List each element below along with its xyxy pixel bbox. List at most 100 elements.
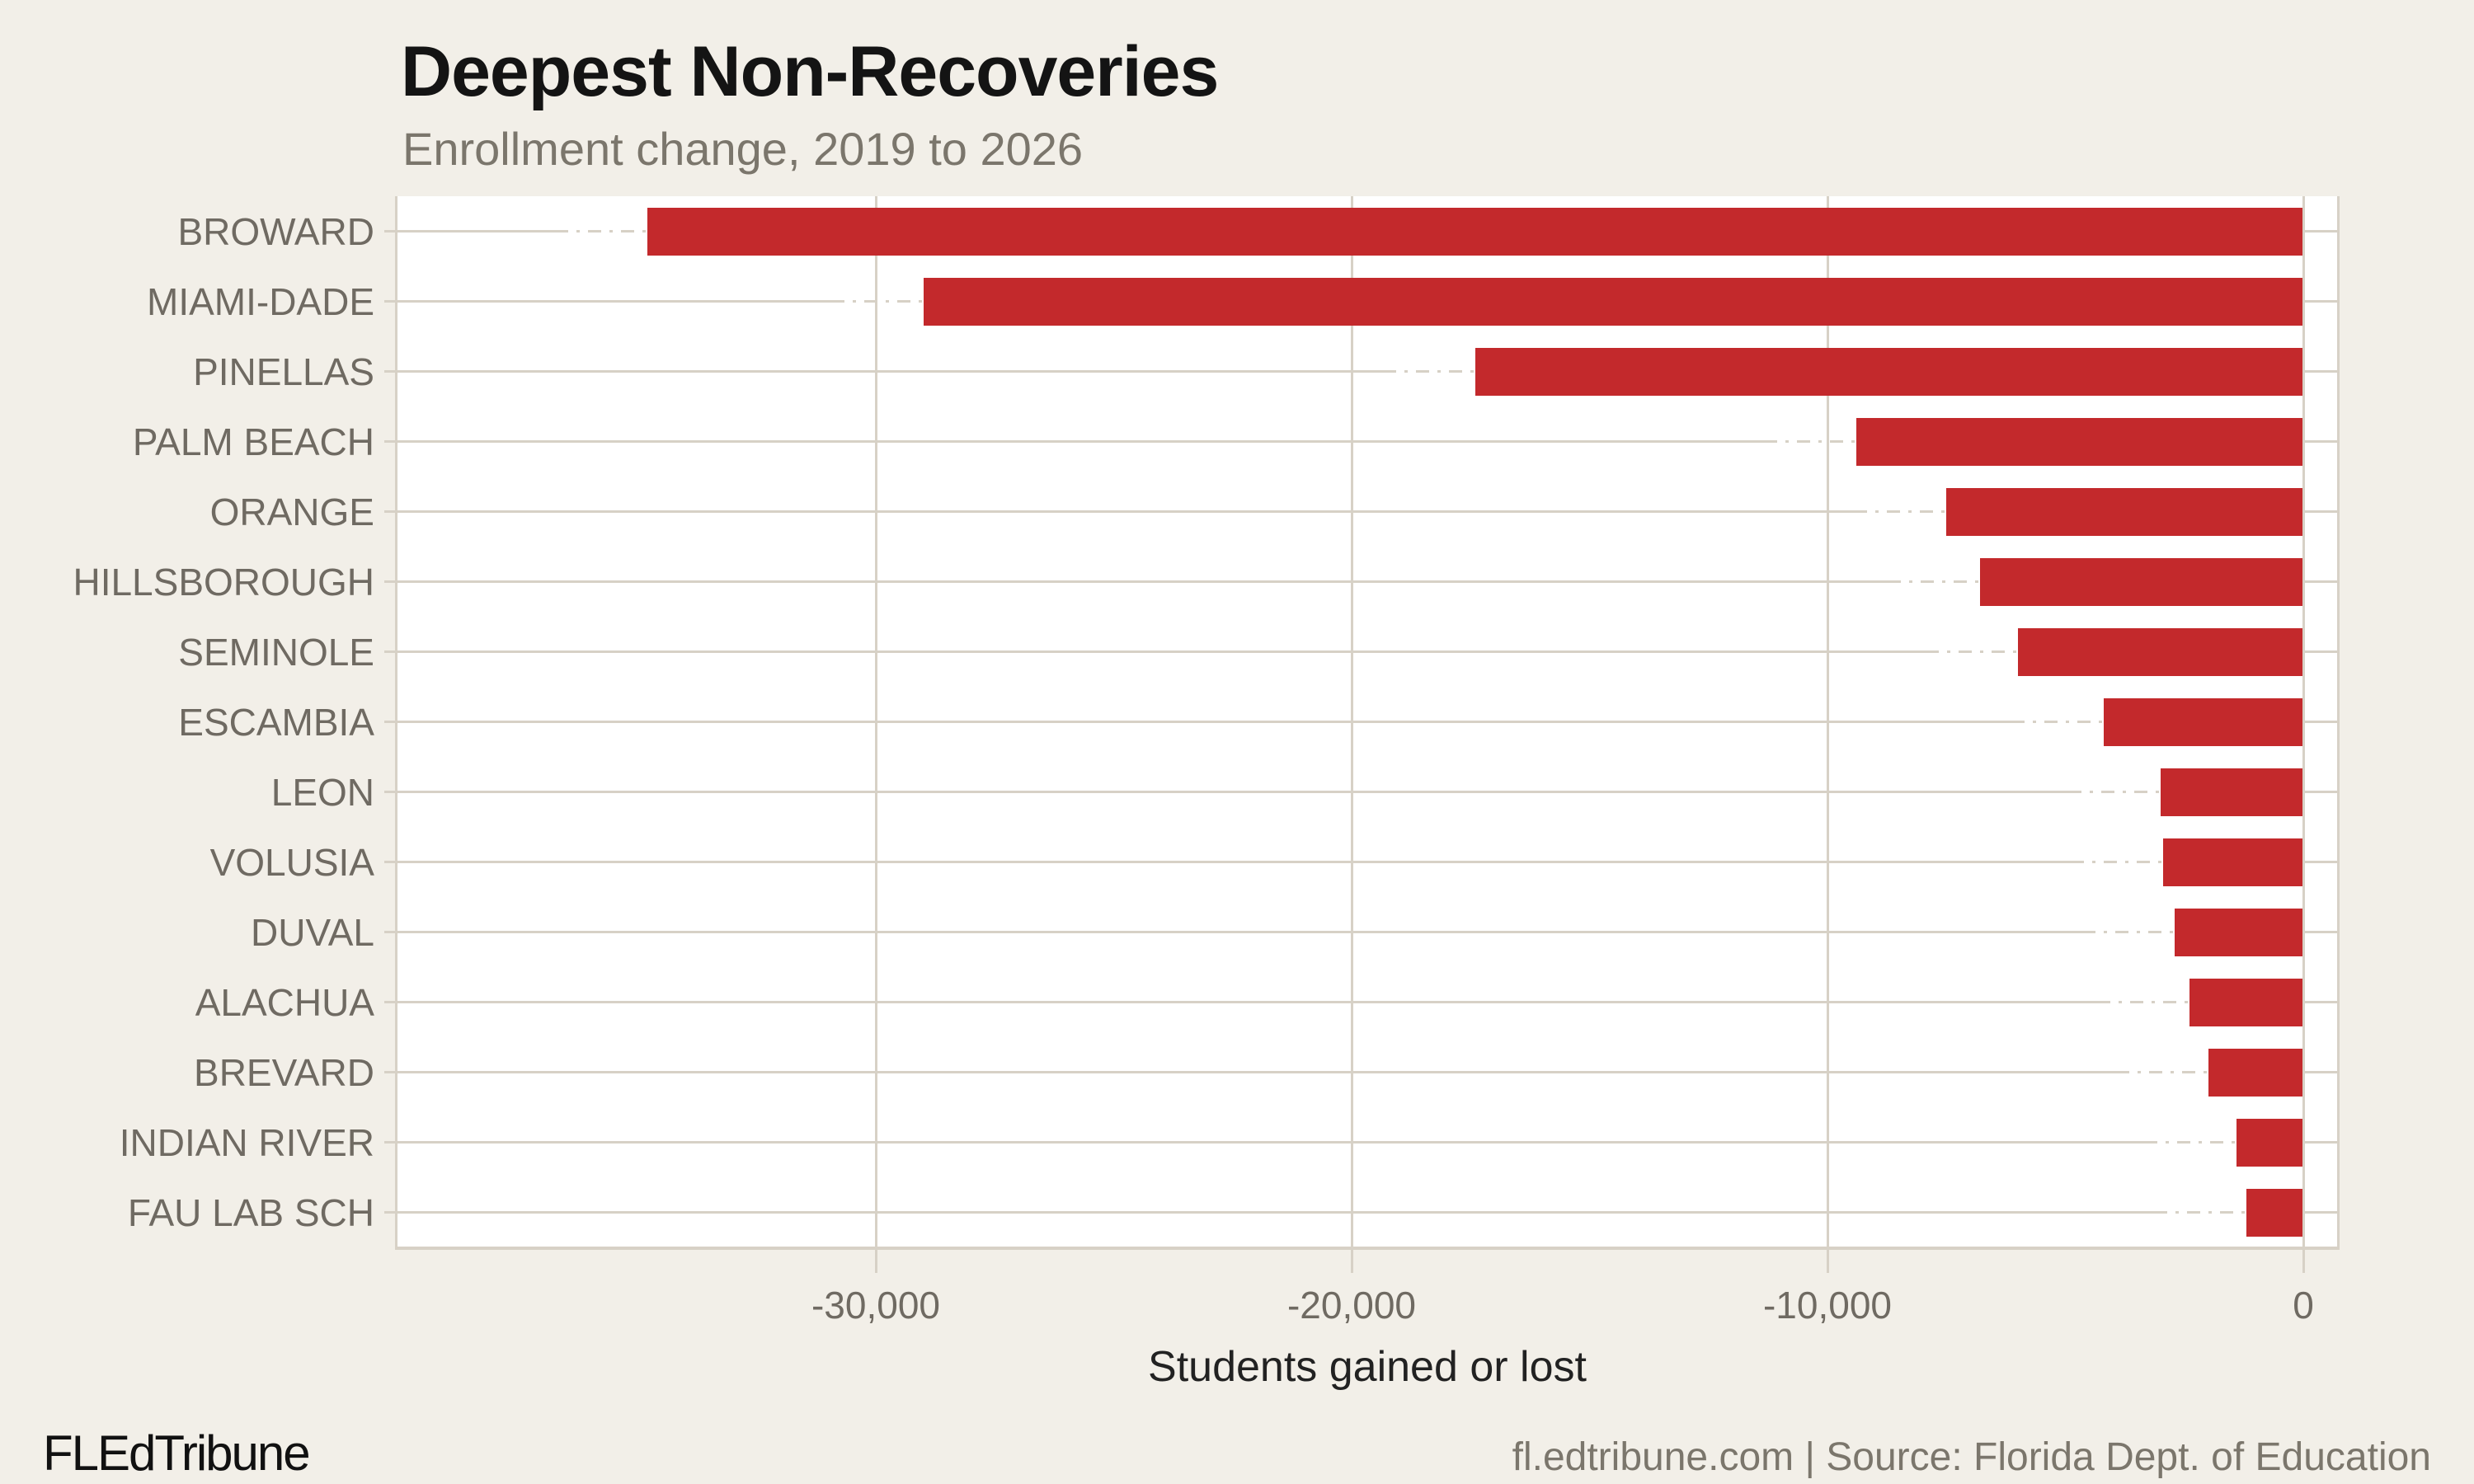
bar-palm-beach [1856, 417, 2303, 466]
y-axis-label: BROWARD [177, 209, 374, 253]
row-gridline-dashed [2153, 1211, 2246, 1214]
y-axis-label: PALM BEACH [132, 420, 374, 463]
row-gridline-solid [397, 580, 1888, 583]
y-axis-tick [384, 370, 397, 373]
bar-pinellas [1475, 347, 2303, 396]
y-axis-label: INDIAN RIVER [119, 1120, 374, 1164]
x-axis-tick [1826, 1247, 1829, 1273]
x-axis-tick-label: -20,000 [1286, 1284, 1416, 1327]
row-gridline-right [2303, 1071, 2337, 1073]
bar-alachua [2189, 978, 2303, 1026]
row-gridline-solid [397, 230, 556, 232]
row-gridline-solid [397, 370, 1384, 373]
bar-fau-lab-sch [2246, 1188, 2303, 1237]
bar-miami-dade [923, 277, 2303, 326]
y-axis-label: BREVARD [194, 1050, 374, 1094]
row-gridline-solid [397, 721, 2011, 723]
y-axis-label: VOLUSIA [209, 840, 374, 884]
row-gridline-solid [397, 300, 831, 303]
bar-indian-river [2236, 1118, 2303, 1167]
row-gridline-solid [397, 650, 1926, 653]
row-gridline-dashed [2070, 861, 2163, 863]
y-axis-label: ESCAMBIA [178, 700, 374, 744]
row-gridline-right [2303, 1141, 2337, 1144]
y-axis-tick [384, 1211, 397, 1214]
row-gridline-dashed [2115, 1071, 2208, 1073]
y-axis-label: PINELLAS [193, 350, 374, 393]
row-gridline-solid [397, 510, 1855, 513]
row-gridline-dashed [2096, 1001, 2189, 1003]
y-axis-tick [384, 580, 397, 583]
y-axis-tick [384, 440, 397, 443]
y-axis-tick [384, 230, 397, 232]
y-axis-label: SEMINOLE [178, 630, 374, 674]
row-gridline-right [2303, 861, 2337, 863]
y-axis-label: DUVAL [251, 910, 374, 954]
row-gridline-right [2303, 721, 2337, 723]
bar-leon [2160, 768, 2303, 816]
bar-brevard [2208, 1048, 2303, 1097]
y-axis-label: HILLSBOROUGH [73, 560, 374, 603]
row-gridline-right [2303, 510, 2337, 513]
chart-title: Deepest Non-Recoveries [401, 32, 1219, 111]
bar-hillsborough [1979, 557, 2303, 606]
x-axis-title: Students gained or lost [1148, 1343, 1587, 1391]
bar-duval [2175, 908, 2303, 956]
row-gridline-right [2303, 1001, 2337, 1003]
y-axis-tick [384, 1141, 397, 1144]
footer-brand: FLEdTribune [43, 1425, 311, 1481]
row-gridline-right [2303, 300, 2337, 303]
gridline-zero [2302, 196, 2305, 1247]
x-axis-tick [1350, 1247, 1353, 1273]
chart-subtitle: Enrollment change, 2019 to 2026 [402, 123, 1084, 175]
row-gridline-dashed [1763, 440, 1856, 443]
x-axis-tick-label: -10,000 [1762, 1284, 1892, 1327]
row-gridline-solid [397, 931, 2083, 933]
row-gridline-dashed [555, 230, 648, 232]
y-axis-tick [384, 650, 397, 653]
row-gridline-dashed [1383, 370, 1476, 373]
row-gridline-solid [397, 1071, 2116, 1073]
y-axis-tick [384, 791, 397, 793]
row-gridline-dashed [1925, 650, 2018, 653]
y-axis-label: LEON [270, 770, 374, 814]
bar-broward [647, 207, 2303, 256]
row-gridline-right [2303, 650, 2337, 653]
row-gridline-right [2303, 931, 2337, 933]
bar-orange [1946, 487, 2303, 536]
y-axis-label: MIAMI-DADE [147, 279, 374, 323]
bar-volusia [2162, 838, 2303, 886]
y-axis-label: ALACHUA [195, 980, 374, 1024]
row-gridline-dashed [2082, 931, 2175, 933]
row-gridline-solid [397, 1141, 2145, 1144]
bottom-spine [395, 1247, 2340, 1250]
row-gridline-dashed [2011, 721, 2104, 723]
y-axis-tick [384, 1001, 397, 1003]
row-gridline-right [2303, 440, 2337, 443]
row-gridline-dashed [830, 300, 924, 303]
row-gridline-dashed [1854, 510, 1947, 513]
row-gridline-right [2303, 580, 2337, 583]
x-axis-tick-label: -30,000 [811, 1284, 940, 1327]
row-gridline-solid [397, 791, 2068, 793]
row-gridline-dashed [2067, 791, 2161, 793]
footer-source: fl.edtribune.com | Source: Florida Dept.… [1512, 1435, 2431, 1479]
row-gridline-solid [397, 1211, 2154, 1214]
row-gridline-dashed [1887, 580, 1980, 583]
left-spine [395, 196, 397, 1247]
row-gridline-right [2303, 370, 2337, 373]
y-axis-label: FAU LAB SCH [127, 1190, 374, 1234]
x-axis-tick [874, 1247, 877, 1273]
y-axis-tick [384, 931, 397, 933]
bar-escambia [2103, 697, 2303, 746]
row-gridline-solid [397, 1001, 2097, 1003]
row-gridline-solid [397, 440, 1764, 443]
x-axis-tick-label: 0 [2293, 1284, 2314, 1327]
bar-seminole [2017, 627, 2303, 676]
y-axis-tick [384, 510, 397, 513]
row-gridline-right [2303, 1211, 2337, 1214]
y-axis-tick [384, 721, 397, 723]
x-axis-tick [2302, 1247, 2305, 1273]
y-axis-label: ORANGE [209, 490, 374, 533]
